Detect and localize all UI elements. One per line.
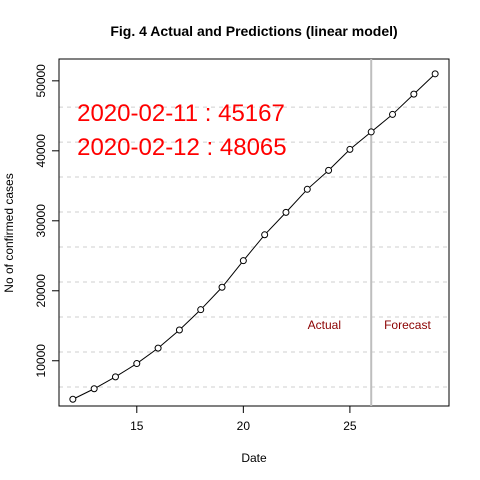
data-point-25 (346, 145, 354, 153)
y-tick-label-10000: 10000 (34, 344, 48, 378)
annotations: Actual Forecast 2020-02-11 : 45167 2020-02-… (77, 100, 431, 332)
data-point-14 (111, 373, 119, 381)
data-point-22 (282, 208, 290, 216)
data-point-18 (197, 306, 205, 314)
chart-title: Fig. 4 Actual and Predictions (linear mo… (110, 23, 397, 39)
data-point-20 (239, 257, 247, 265)
data-point-19 (218, 283, 226, 291)
data-point-24 (325, 166, 333, 174)
y-tick-label-30000: 30000 (34, 204, 48, 238)
data-point-29 (431, 70, 439, 78)
prediction-annotation-0: 2020-02-11 : 45167 (77, 100, 285, 127)
y-axis-label: No of confirmed cases (2, 173, 16, 292)
actual-region-label: Actual (308, 318, 341, 332)
series (69, 59, 439, 406)
x-tick-label-25: 25 (343, 419, 357, 433)
data-point-16 (154, 344, 162, 352)
data-point-17 (175, 326, 183, 334)
data-point-28 (410, 90, 418, 98)
data-point-13 (90, 385, 98, 393)
data-point-27 (389, 110, 397, 118)
prediction-annotation-1: 2020-02-12 : 48065 (77, 134, 287, 161)
y-tick-label-50000: 50000 (34, 64, 48, 98)
y-tick-label-20000: 20000 (34, 274, 48, 308)
data-point-26 (367, 128, 375, 136)
data-point-12 (69, 395, 77, 403)
data-point-15 (133, 360, 141, 368)
x-tick-label-15: 15 (130, 419, 144, 433)
y-tick-label-40000: 40000 (34, 134, 48, 168)
data-point-23 (303, 185, 311, 193)
forecast-region-label: Forecast (384, 318, 431, 332)
data-point-21 (261, 231, 269, 239)
series-line-0 (72, 73, 436, 400)
x-tick-label-20: 20 (237, 419, 251, 433)
axes: 15 20 25 10000 20000 30000 40000 50000 (34, 58, 450, 433)
x-axis-label: Date (241, 451, 267, 465)
